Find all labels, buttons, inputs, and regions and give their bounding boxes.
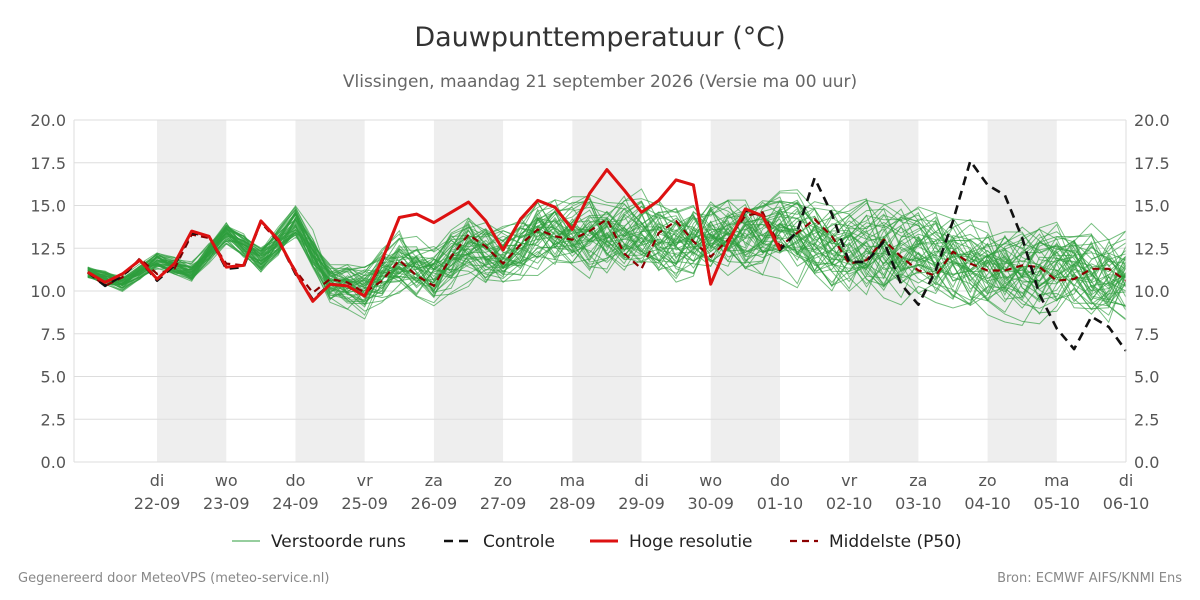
y-tick-label-left: 20.0 [30, 111, 66, 130]
y-tick-label-right: 17.5 [1134, 154, 1170, 173]
x-tick-day-label: di [634, 471, 649, 490]
x-tick-date-label: 06-10 [1103, 494, 1150, 513]
ensemble-run [87, 200, 1127, 305]
x-tick-day-label: wo [215, 471, 238, 490]
legend: Verstoorde runs Controle Hoge resolutie Mid… [232, 532, 962, 552]
chart-title: Dauwpunttemperatuur (°C) [414, 22, 786, 53]
y-tick-label-right: 20.0 [1134, 111, 1170, 130]
ensemble-run [87, 207, 1127, 302]
ensemble-run [87, 189, 1127, 302]
main-series [86, 159, 1128, 352]
x-tick-day-label: do [770, 471, 790, 490]
x-tick-date-label: 27-09 [480, 494, 527, 513]
y-tick-label-right: 2.5 [1134, 410, 1159, 429]
x-tick-day-label: zo [494, 471, 512, 490]
legend-label-ensemble: Verstoorde runs [271, 532, 406, 552]
x-tick-day-label: za [909, 471, 927, 490]
ensemble-run [87, 199, 1127, 316]
y-tick-label-left: 7.5 [41, 325, 66, 344]
y-tick-label-right: 0.0 [1134, 453, 1159, 472]
series-line-hoge-resolutie [87, 168, 782, 303]
ensemble-run [87, 200, 1127, 291]
legend-label-median: Middelste (P50) [829, 532, 962, 552]
x-tick-date-label: 26-09 [411, 494, 458, 513]
y-tick-label-right: 12.5 [1134, 239, 1170, 258]
x-tick-date-label: 02-10 [826, 494, 873, 513]
footer-generator: Gegenereerd door MeteoVPS (meteo-service… [18, 571, 330, 586]
chart-subtitle: Vlissingen, maandag 21 september 2026 (V… [342, 72, 858, 92]
x-tick-date-label: 04-10 [964, 494, 1011, 513]
y-tick-label-left: 5.0 [41, 368, 66, 387]
ensemble-run [87, 195, 1127, 310]
y-tick-label-left: 2.5 [41, 410, 66, 429]
legend-label-hires: Hoge resolutie [629, 532, 753, 552]
x-tick-date-label: 24-09 [272, 494, 319, 513]
legend-label-control: Controle [483, 532, 555, 552]
x-tick-day-label: vr [357, 471, 373, 490]
x-tick-date-label: 25-09 [341, 494, 388, 513]
x-tick-date-label: 05-10 [1034, 494, 1081, 513]
y-tick-label-left: 17.5 [30, 154, 66, 173]
x-tick-date-label: 22-09 [134, 494, 181, 513]
x-tick-day-label: di [1119, 471, 1134, 490]
axes: 0.0 0.0 2.5 2.5 5.0 5.0 7.5 7.5 10.0 10.0 12.5 12.5… [30, 111, 1169, 513]
x-tick-day-label: do [285, 471, 305, 490]
x-tick-date-label: 03-10 [895, 494, 942, 513]
y-tick-label-right: 15.0 [1134, 197, 1170, 216]
y-tick-label-left: 10.0 [30, 282, 66, 301]
y-tick-label-left: 15.0 [30, 197, 66, 216]
x-tick-day-label: di [150, 471, 165, 490]
x-tick-date-label: 30-09 [687, 494, 734, 513]
x-tick-day-label: vr [841, 471, 857, 490]
x-tick-day-label: ma [1044, 471, 1069, 490]
ensemble-run [87, 211, 1127, 320]
y-tick-label-right: 5.0 [1134, 368, 1159, 387]
y-tick-label-right: 7.5 [1134, 325, 1159, 344]
y-tick-label-right: 10.0 [1134, 282, 1170, 301]
x-tick-day-label: zo [978, 471, 996, 490]
x-tick-day-label: ma [560, 471, 585, 490]
x-tick-day-label: wo [699, 471, 722, 490]
gridlines [74, 119, 1126, 463]
y-tick-label-left: 0.0 [41, 453, 66, 472]
x-tick-date-label: 23-09 [203, 494, 250, 513]
x-tick-date-label: 28-09 [549, 494, 596, 513]
y-tick-label-left: 12.5 [30, 239, 66, 258]
footer-source: Bron: ECMWF AIFS/KNMI Ens [997, 571, 1182, 586]
x-tick-date-label: 01-10 [757, 494, 804, 513]
x-tick-date-label: 29-09 [618, 494, 665, 513]
x-tick-day-label: za [425, 471, 443, 490]
